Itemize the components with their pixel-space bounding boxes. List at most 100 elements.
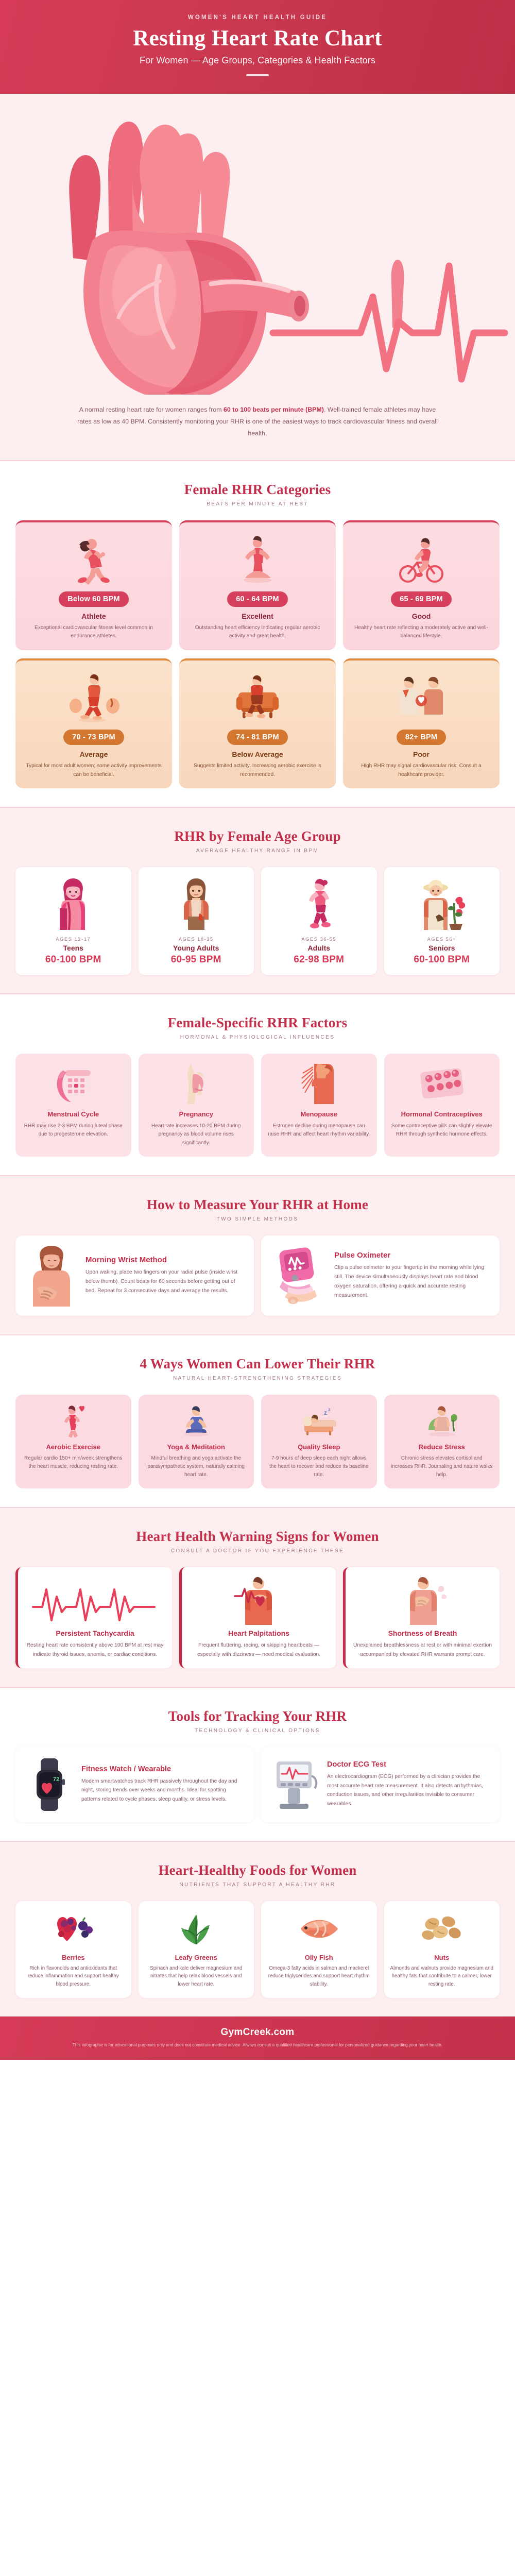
tool-name: Doctor ECG Test — [327, 1760, 386, 1769]
category-card[interactable]: Below 60 BPM Athlete Exceptional cardiov… — [15, 520, 172, 650]
factor-card[interactable]: Menopause Estrogen decline during menopa… — [261, 1054, 377, 1157]
methods-title: How to Measure Your RHR at Home — [146, 1196, 369, 1212]
tool-name: Fitness Watch / Wearable — [81, 1765, 171, 1773]
warning-card[interactable]: Heart Palpitations Frequent fluttering, … — [179, 1567, 336, 1668]
category-name: Below Average — [232, 750, 283, 758]
age-bpm-value: 60-100 BPM — [414, 954, 470, 965]
tip-desc: 7-9 hours of deep sleep each night allow… — [269, 1455, 369, 1478]
category-card[interactable]: 60 - 64 BPM Excellent Outstanding heart … — [179, 520, 336, 650]
food-card[interactable]: Berries Rich in flavonoids and antioxida… — [15, 1901, 131, 1998]
factor-desc: Heart rate increases 10-20 BPM during pr… — [151, 1123, 241, 1146]
menstrual-calendar-icon — [22, 1061, 125, 1106]
factor-card[interactable]: Menstrual Cycle RHR may rise 2-3 BPM dur… — [15, 1054, 131, 1157]
adult-woman-jogging-icon — [266, 874, 372, 930]
category-desc: High RHR may signal cardiovascular risk.… — [361, 762, 482, 777]
tip-name: Aerobic Exercise — [46, 1443, 100, 1451]
food-name: Leafy Greens — [175, 1953, 217, 1961]
warning-desc: Unexplained breathlessness at rest or wi… — [353, 1642, 492, 1657]
category-badge: 60 - 64 BPM — [227, 591, 288, 607]
lower-rhr-title: 4 Ways Women Can Lower Their RHR — [140, 1355, 375, 1371]
category-card[interactable]: 70 - 73 BPM Average Typical for most adu… — [15, 658, 172, 789]
quality-sleep-icon: z z — [267, 1403, 371, 1439]
header-divider — [246, 74, 269, 77]
food-name: Berries — [61, 1953, 85, 1961]
svg-text:z: z — [324, 1409, 327, 1416]
food-card[interactable]: Nuts Almonds and walnuts provide magnesi… — [384, 1901, 500, 1998]
method-card[interactable]: Morning Wrist Method Upon waking, place … — [15, 1235, 254, 1316]
svg-text:z: z — [328, 1407, 331, 1412]
factor-desc: RHR may rise 2-3 BPM during luteal phase… — [24, 1123, 123, 1138]
oily-fish-icon — [267, 1908, 371, 1950]
factors-subtitle: HORMONAL & PHYSIOLOGICAL INFLUENCES — [180, 1035, 335, 1041]
walking-woman-icon — [65, 669, 122, 726]
category-name: Good — [411, 612, 431, 620]
age-range: AGES 56+ — [427, 936, 457, 942]
footer-brand[interactable]: GymCreek.com — [220, 2026, 295, 2038]
senior-gardener-icon — [389, 874, 495, 930]
factor-card[interactable]: Hormonal Contraceptives Some contracepti… — [384, 1054, 500, 1157]
tip-card[interactable]: Yoga & Meditation Mindful breathing and … — [138, 1394, 254, 1489]
age-group-card[interactable]: AGES 18-35 Young Adults 60-95 BPM — [138, 867, 254, 975]
category-desc: Typical for most adult women; some activ… — [26, 762, 162, 777]
tip-card[interactable]: Reduce Stress Chronic stress elevates co… — [384, 1394, 500, 1489]
category-card[interactable]: 65 - 69 BPM Good Healthy heart rate refl… — [343, 520, 500, 650]
aerobic-exercise-icon — [22, 1403, 125, 1439]
reduce-stress-icon — [390, 1403, 494, 1439]
age-group-card[interactable]: AGES 12-17 Teens 60-100 BPM — [15, 867, 131, 975]
age-label: Teens — [63, 944, 83, 953]
tip-desc: Mindful breathing and yoga activate the … — [147, 1455, 245, 1478]
categories-row-2: 70 - 73 BPM Average Typical for most adu… — [15, 658, 500, 789]
section-categories: Female RHR Categories BEATS PER MINUTE A… — [0, 460, 515, 807]
category-badge: Below 60 BPM — [59, 591, 129, 607]
page-header: WOMEN'S HEART HEALTH GUIDE Resting Heart… — [0, 0, 515, 94]
category-card[interactable]: 82+ BPM Poor High RHR may signal cardiov… — [343, 658, 500, 789]
food-card[interactable]: Leafy Greens Spinach and kale deliver ma… — [138, 1901, 254, 1998]
meditation-icon — [145, 1403, 248, 1439]
method-card[interactable]: Pulse Oximeter Clip a pulse oximeter to … — [261, 1235, 500, 1316]
category-badge: 70 - 73 BPM — [63, 729, 124, 745]
pulse-oximeter-icon — [270, 1245, 327, 1307]
category-card[interactable]: 74 - 81 BPM Below Average Suggests limit… — [179, 658, 336, 789]
page-subtitle: For Women — Age Groups, Categories & Hea… — [140, 55, 375, 66]
age-label: Young Adults — [173, 944, 219, 953]
hero-intro-after: . Well-trained female athletes may have … — [77, 406, 438, 437]
page-title: Resting Heart Rate Chart — [133, 26, 382, 50]
warning-card[interactable]: Persistent Tachycardia Resting heart rat… — [15, 1567, 172, 1668]
age-group-card[interactable]: AGES 36-55 Adults 62-98 BPM — [261, 867, 377, 975]
shortness-of-breath-icon — [353, 1575, 492, 1625]
age-range: AGES 18-35 — [178, 936, 214, 942]
hero-intro-before: A normal resting heart rate for women ra… — [79, 406, 224, 414]
tip-card[interactable]: Aerobic Exercise Regular cardio 150+ min… — [15, 1394, 131, 1489]
factor-name: Hormonal Contraceptives — [401, 1110, 483, 1118]
tools-subtitle: TECHNOLOGY & CLINICAL OPTIONS — [194, 1727, 321, 1734]
food-desc: Rich in flavonoids and antioxidants that… — [27, 1965, 119, 1988]
food-desc: Omega-3 fatty acids in salmon and macker… — [268, 1965, 370, 1988]
doctor-checkup-icon — [390, 669, 452, 726]
tip-card[interactable]: z z Quality Sleep 7-9 hours of deep slee… — [261, 1394, 377, 1489]
categories-subtitle: BEATS PER MINUTE AT REST — [207, 501, 308, 507]
food-name: Nuts — [434, 1953, 450, 1961]
age-label: Seniors — [428, 944, 455, 953]
age-group-card[interactable]: AGES 56+ Seniors 60-100 BPM — [384, 867, 500, 975]
food-card[interactable]: Oily Fish Omega-3 fatty acids in salmon … — [261, 1901, 377, 1998]
smartwatch-icon: 72 — [25, 1756, 74, 1813]
factor-card[interactable]: Pregnancy Heart rate increases 10-20 BPM… — [138, 1054, 254, 1157]
infographic-page: WOMEN'S HEART HEALTH GUIDE Resting Heart… — [0, 0, 515, 2060]
ecg-machine-icon — [270, 1756, 320, 1813]
young-adult-woman-icon — [144, 874, 249, 930]
warning-card[interactable]: Shortness of Breath Unexplained breathle… — [343, 1567, 500, 1668]
tool-card[interactable]: Doctor ECG Test An electrocardiogram (EC… — [261, 1747, 500, 1822]
tip-name: Yoga & Meditation — [167, 1443, 225, 1451]
foods-grid: Berries Rich in flavonoids and antioxida… — [15, 1901, 500, 1998]
age-bpm-value: 60-95 BPM — [170, 954, 221, 965]
age-groups-subtitle: AVERAGE HEALTHY RANGE IN BPM — [196, 848, 319, 854]
age-bpm-value: 60-100 BPM — [45, 954, 101, 965]
category-name: Excellent — [242, 612, 273, 620]
tool-card[interactable]: 72 Fitness Watch / Wearable Modern smart… — [15, 1747, 254, 1822]
method-name: Morning Wrist Method — [85, 1255, 167, 1264]
heart-palpitations-icon — [189, 1575, 329, 1625]
page-footer: GymCreek.com This infographic is for edu… — [0, 2016, 515, 2060]
svg-text:72: 72 — [53, 1776, 59, 1783]
age-label: Adults — [307, 944, 331, 953]
section-female-factors: Female-Specific RHR Factors HORMONAL & P… — [0, 993, 515, 1175]
